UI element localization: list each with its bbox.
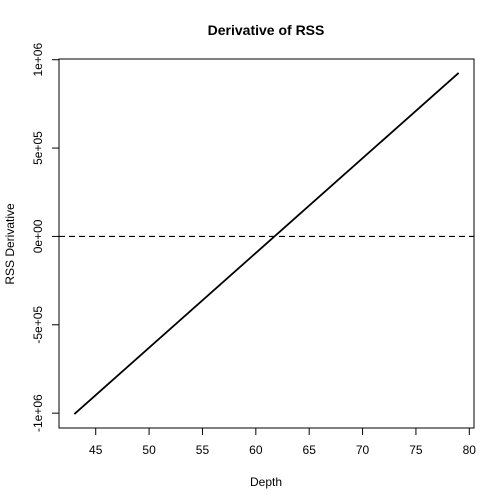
x-tick-label: 70: [356, 443, 370, 457]
chart-title: Derivative of RSS: [208, 22, 325, 38]
x-tick-label: 65: [303, 443, 317, 457]
x-tick-label: 50: [142, 443, 156, 457]
x-axis: 45 50 55 60 65 70 75 80: [89, 427, 477, 457]
y-axis-label: RSS Derivative: [3, 203, 17, 285]
x-tick-label: 80: [463, 443, 477, 457]
y-tick-label: 0e+00: [31, 219, 45, 253]
x-tick-label: 60: [249, 443, 263, 457]
derivative-line: [73, 72, 460, 415]
y-tick-label: -1e+06: [31, 394, 45, 432]
y-axis: -1e+06 -5e+05 0e+00 5e+05 1e+06: [31, 43, 60, 432]
x-tick-label: 55: [196, 443, 210, 457]
y-tick-label: -5e+05: [31, 306, 45, 344]
y-tick-label: 1e+06: [31, 43, 45, 77]
y-tick-label: 5e+05: [31, 131, 45, 165]
x-tick-label: 75: [409, 443, 423, 457]
x-axis-label: Depth: [250, 475, 282, 489]
series-group: [73, 72, 460, 415]
x-tick-label: 45: [89, 443, 103, 457]
